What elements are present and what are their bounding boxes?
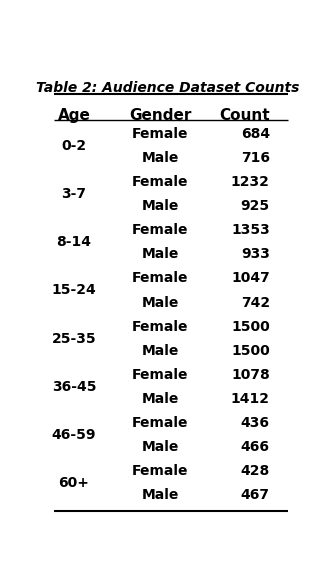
Text: 3-7: 3-7 [62,187,87,201]
Text: Female: Female [132,127,189,141]
Text: Female: Female [132,320,189,333]
Text: 716: 716 [241,151,270,165]
Text: 1500: 1500 [231,343,270,357]
Text: Count: Count [219,108,270,123]
Text: Female: Female [132,271,189,286]
Text: 428: 428 [240,464,270,478]
Text: 933: 933 [241,247,270,261]
Text: 0-2: 0-2 [61,139,87,153]
Text: 15-24: 15-24 [52,283,96,297]
Text: 36-45: 36-45 [52,379,96,393]
Text: 8-14: 8-14 [56,236,92,250]
Text: 1500: 1500 [231,320,270,333]
Text: Male: Male [142,200,179,214]
Text: 742: 742 [241,296,270,310]
Text: Male: Male [142,296,179,310]
Text: Female: Female [132,368,189,382]
Text: Age: Age [58,108,91,123]
Text: 467: 467 [241,488,270,502]
Text: 466: 466 [241,439,270,454]
Text: Male: Male [142,488,179,502]
Text: 1232: 1232 [231,175,270,189]
Text: Table 2: Audience Dataset Counts: Table 2: Audience Dataset Counts [36,81,300,95]
Text: Male: Male [142,247,179,261]
Text: Female: Female [132,175,189,189]
Text: 684: 684 [241,127,270,141]
Text: Female: Female [132,464,189,478]
Text: 25-35: 25-35 [52,332,96,346]
Text: 436: 436 [241,416,270,430]
Text: Gender: Gender [129,108,192,123]
Text: 1353: 1353 [231,223,270,237]
Text: Male: Male [142,439,179,454]
Text: 1047: 1047 [231,271,270,286]
Text: 1412: 1412 [231,392,270,406]
Text: Female: Female [132,416,189,430]
Text: Male: Male [142,392,179,406]
Text: Male: Male [142,151,179,165]
Text: 46-59: 46-59 [52,428,96,442]
Text: 925: 925 [241,200,270,214]
Text: Female: Female [132,223,189,237]
Text: Male: Male [142,343,179,357]
Text: 1078: 1078 [231,368,270,382]
Text: 60+: 60+ [59,475,90,489]
